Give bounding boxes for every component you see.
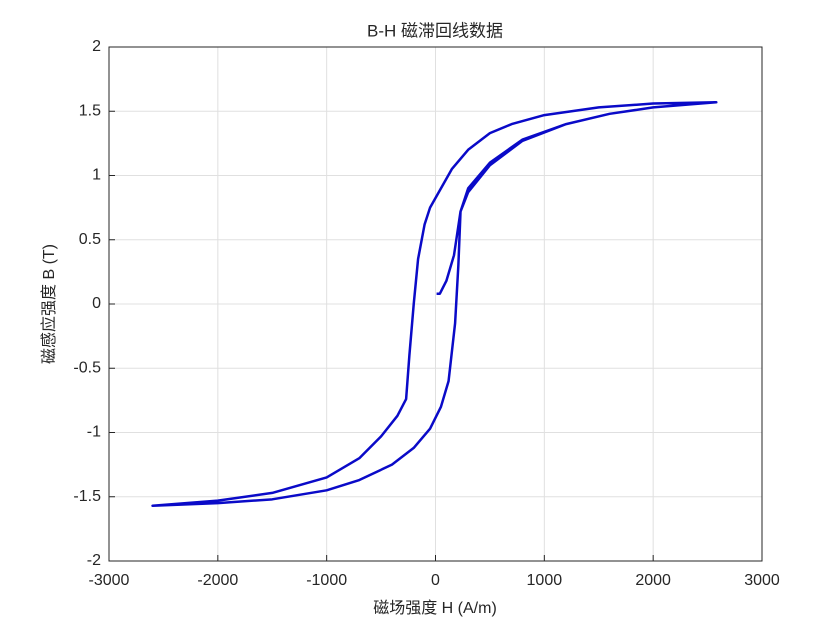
x-tick-label: 1000 [527,572,563,589]
plot-frame [108,46,763,562]
y-tick-label: -0.5 [73,359,101,376]
y-tick-label: 0 [92,295,101,312]
data-line [151,101,718,507]
x-tick-label: -2000 [197,572,238,589]
x-tick-label: 0 [431,572,440,589]
x-tick-label: 2000 [635,572,671,589]
x-tick-label: -3000 [89,572,130,589]
y-tick-label: 0.5 [79,231,101,248]
x-tick-label: 3000 [744,572,780,589]
y-tick-label: -2 [87,552,101,569]
y-tick-label: 1.5 [79,102,101,119]
y-tick-label: 2 [92,38,101,55]
y-tick-label: -1 [87,424,101,441]
x-axis-label: 磁场强度 H (A/m) [373,599,497,617]
y-axis-label: 磁感应强度 B (T) [39,244,58,364]
x-tick-label: -1000 [306,572,347,589]
y-tick-label: 1 [92,167,101,184]
chart-title: B-H 磁滞回线数据 [367,21,503,40]
y-tick-label: -1.5 [73,488,101,505]
